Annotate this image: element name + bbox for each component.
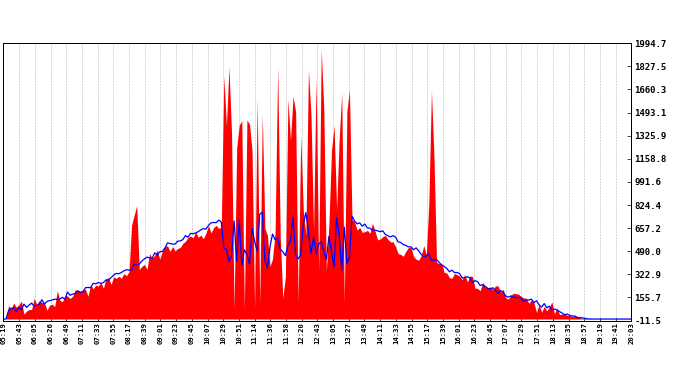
Text: East Array Power (watts red) & Effective Solar Radiation (W/m2 blue)  Wed May 30: East Array Power (watts red) & Effective… bbox=[66, 7, 624, 17]
Text: Copyright 2012 Cartronics.com: Copyright 2012 Cartronics.com bbox=[3, 32, 148, 41]
